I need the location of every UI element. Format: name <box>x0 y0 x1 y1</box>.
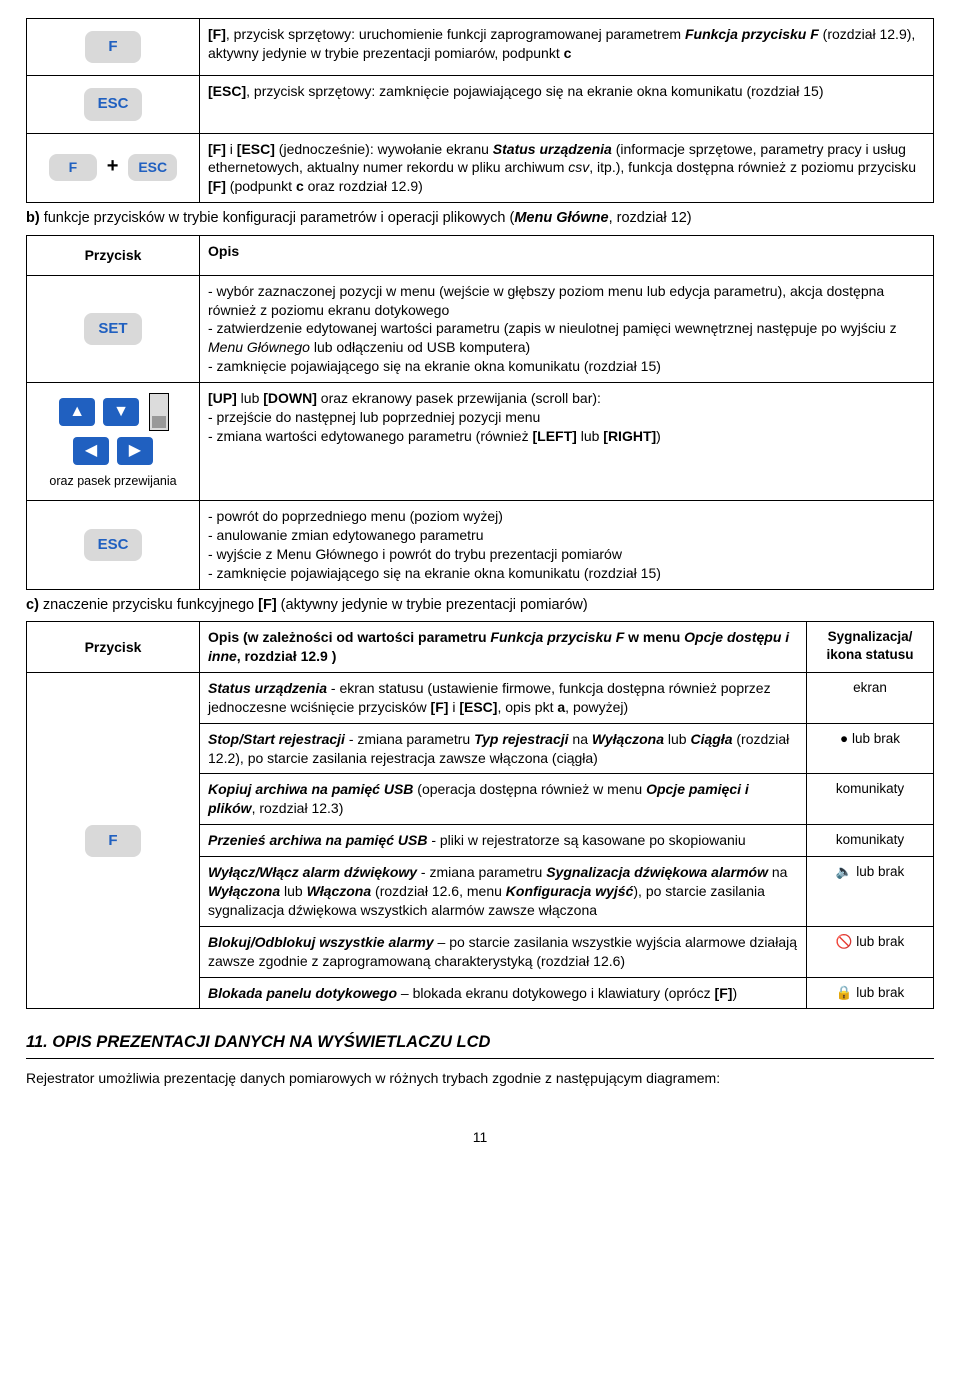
tc-row-1: Stop/Start rejestracji - zmiana parametr… <box>200 723 807 774</box>
tb-head-desc: Opis <box>200 235 934 275</box>
heading-11: 11. OPIS PREZENTACJI DANYCH NA WYŚWIETLA… <box>26 1009 934 1058</box>
key-esc-icon: ESC <box>84 88 143 120</box>
key-cell-set: SET <box>27 275 200 382</box>
desc-f-esc: [F] i [ESC] (jednocześnie): wywołanie ek… <box>200 133 934 203</box>
tc-row-5: Blokuj/Odblokuj wszystkie alarmy – po st… <box>200 926 807 977</box>
table-b: Przycisk Opis SET - wybór zaznaczonej po… <box>26 235 934 590</box>
tc-head-btn: Przycisk <box>27 622 200 673</box>
key-esc2-icon: ESC <box>128 154 177 181</box>
arrow-right-icon: ▶ <box>117 437 153 465</box>
arrows-caption: oraz pasek przewijania <box>33 473 193 490</box>
tb-head-btn: Przycisk <box>27 235 200 275</box>
tc-head-desc: Opis (w zależności od wartości parametru… <box>200 622 807 673</box>
desc-arrows: [UP] lub [DOWN] oraz ekranowy pasek prze… <box>200 383 934 501</box>
key-cell-f-big: F <box>27 672 200 1009</box>
desc-esc: [ESC], przycisk sprzętowy: zamknięcie po… <box>200 76 934 133</box>
key-f2-icon: F <box>49 154 97 181</box>
key-cell-arrows: ▲ ▼ ◀ ▶ oraz pasek przewijania <box>27 383 200 501</box>
paragraph-11: Rejestrator umożliwia prezentację danych… <box>26 1069 934 1088</box>
tc-row-2: Kopiuj archiwa na pamięć USB (operacja d… <box>200 774 807 825</box>
section-b-heading: b) funkcje przycisków w trybie konfigura… <box>26 203 934 235</box>
key-cell-f: F <box>27 19 200 76</box>
desc-esc2: - powrót do poprzedniego menu (poziom wy… <box>200 500 934 589</box>
key-cell-esc: ESC <box>27 76 200 133</box>
record-dot-icon: ● <box>840 731 848 746</box>
top-keys-table: F [F], przycisk sprzętowy: uruchomienie … <box>26 18 934 203</box>
desc-set: - wybór zaznaczonej pozycji w menu (wejś… <box>200 275 934 382</box>
tc-row-4: Wyłącz/Włącz alarm dźwiękowy - zmiana pa… <box>200 857 807 927</box>
lock-icon: 🔒 <box>836 985 853 1000</box>
block-icon: 🚫 <box>836 934 853 949</box>
key-f-icon: F <box>85 31 141 63</box>
arrow-down-icon: ▼ <box>103 398 139 426</box>
arrow-up-icon: ▲ <box>59 398 95 426</box>
tc-row-3: Przenieś archiwa na pamięć USB - pliki w… <box>200 825 807 857</box>
key-set-icon: SET <box>84 313 141 345</box>
tc-syg-1: ● lub brak <box>807 723 934 774</box>
key-esc3-icon: ESC <box>84 529 143 561</box>
tc-row-6: Blokada panelu dotykowego – blokada ekra… <box>200 977 807 1009</box>
tc-row-0: Status urządzenia - ekran statusu (ustaw… <box>200 672 807 723</box>
scrollbar-icon <box>149 393 169 431</box>
tc-syg-0: ekran <box>807 672 934 723</box>
page-number: 11 <box>26 1088 934 1147</box>
section-c-heading: c) znaczenie przycisku funkcyjnego [F] (… <box>26 590 934 622</box>
tc-head-syg: Sygnalizacja/ ikona statusu <box>807 622 934 673</box>
tc-syg-3: komunikaty <box>807 825 934 857</box>
key-cell-f-plus-esc: F + ESC <box>27 133 200 203</box>
speaker-icon: 🔈 <box>836 864 853 879</box>
tc-syg-2: komunikaty <box>807 774 934 825</box>
key-cell-esc2: ESC <box>27 500 200 589</box>
plus-icon: + <box>107 155 119 177</box>
table-c: Przycisk Opis (w zależności od wartości … <box>26 621 934 1009</box>
tc-syg-4: 🔈 lub brak <box>807 857 934 927</box>
tc-syg-5: 🚫 lub brak <box>807 926 934 977</box>
arrow-left-icon: ◀ <box>73 437 109 465</box>
key-f-big-icon: F <box>85 825 141 857</box>
desc-f: [F], przycisk sprzętowy: uruchomienie fu… <box>200 19 934 76</box>
tc-syg-6: 🔒 lub brak <box>807 977 934 1009</box>
